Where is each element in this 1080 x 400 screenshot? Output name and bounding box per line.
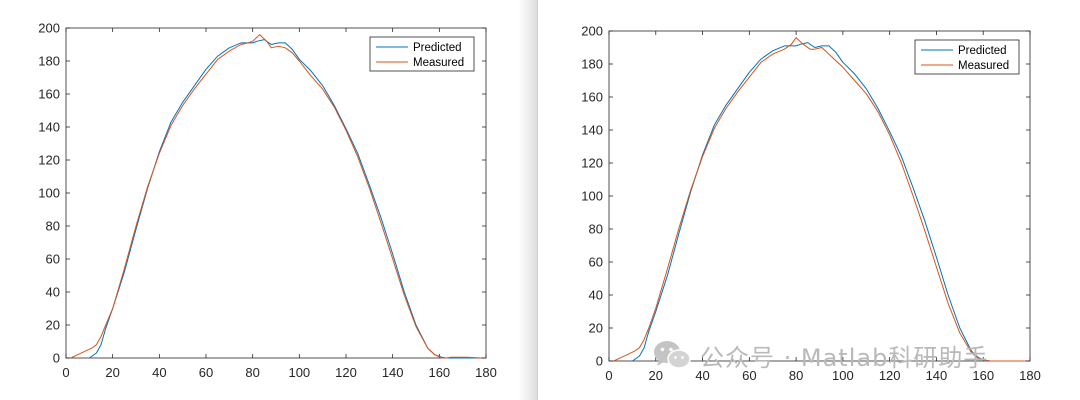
y-tick-label: 200 [581, 24, 603, 39]
y-tick-label: 60 [589, 255, 603, 270]
y-tick-label: 60 [46, 252, 60, 267]
x-tick-label: 80 [245, 365, 259, 380]
chart-1: 0 20 40 60 80 100 120 140 160 180 0 20 40 60 80 100 120 1… [38, 21, 497, 381]
x-tick-label: 140 [382, 365, 404, 380]
x-tick-label: 160 [972, 368, 994, 383]
plot-area [608, 30, 1031, 362]
legend-label-measured: Measured [413, 57, 464, 69]
y-tick-label: 180 [581, 57, 603, 72]
screenshot-seam-edge [537, 0, 538, 400]
wechat-icon [654, 341, 691, 369]
legend-box [914, 39, 1020, 75]
series-line-predicted [632, 42, 1019, 362]
series-line-measured [70, 34, 482, 359]
y-tick-label: 140 [38, 120, 60, 135]
y-tick-label: 140 [581, 123, 603, 138]
x-tick-label: 120 [879, 368, 901, 383]
y-tick-label: 80 [589, 222, 603, 237]
x-tick-label: 60 [199, 365, 213, 380]
x-tick-label: 100 [832, 368, 854, 383]
y-tick-label: 0 [596, 354, 603, 369]
x-tick-label: 20 [105, 365, 119, 380]
x-tick-label: 40 [695, 368, 709, 383]
y-tick-label: 180 [38, 54, 60, 69]
x-tick-label: 60 [742, 368, 756, 383]
plot-area [65, 27, 487, 359]
legend: Predicted Measured [914, 39, 1020, 75]
x-tick-label: 180 [1019, 368, 1041, 383]
legend-label-predicted: Predicted [413, 42, 462, 54]
legend-label-measured: Measured [958, 60, 1009, 72]
series-line-measured [613, 37, 1026, 362]
screenshot-seam [518, 0, 538, 400]
y-tick-label: 20 [46, 318, 60, 333]
x-tick-label: 180 [475, 365, 497, 380]
y-tick-label: 100 [581, 189, 603, 204]
y-tick-label: 40 [589, 288, 603, 303]
x-tick-label: 40 [152, 365, 166, 380]
y-tick-label: 200 [38, 21, 60, 36]
y-tick-label: 160 [38, 87, 60, 102]
x-tick-label: 20 [649, 368, 663, 383]
x-tick-label: 140 [926, 368, 948, 383]
y-tick-label: 120 [581, 156, 603, 171]
x-tick-label: 80 [789, 368, 803, 383]
series-line-predicted [89, 39, 475, 359]
x-tick-label: 0 [605, 368, 612, 383]
x-tick-label: 100 [288, 365, 310, 380]
y-tick-label: 80 [46, 219, 60, 234]
chart-2: 0 20 40 60 80 100 120 140 160 180 0 20 40 60 80 100 120 1… [581, 24, 1041, 384]
y-tick-label: 120 [38, 153, 60, 168]
watermark: 公众号 · Matlab科研助手 [652, 336, 988, 374]
x-tick-label: 160 [428, 365, 450, 380]
watermark-text: 公众号 · Matlab科研助手 [700, 343, 989, 372]
legend-box [369, 36, 475, 72]
y-tick-label: 0 [53, 351, 60, 366]
x-tick-label: 0 [62, 365, 69, 380]
y-tick-label: 20 [589, 321, 603, 336]
y-tick-label: 100 [38, 186, 60, 201]
y-tick-label: 40 [46, 285, 60, 300]
x-tick-label: 120 [335, 365, 357, 380]
legend-label-predicted: Predicted [958, 45, 1007, 57]
y-tick-label: 160 [581, 90, 603, 105]
legend: Predicted Measured [369, 36, 475, 72]
